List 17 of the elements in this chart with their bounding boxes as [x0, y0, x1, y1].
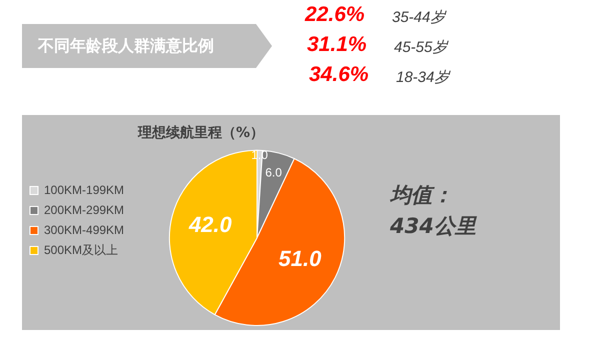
text: 均值： [390, 182, 454, 209]
data-label: 6.0 [265, 166, 282, 180]
legend-label: 100KM-199KM [44, 182, 124, 197]
text: 434公里 [390, 213, 476, 240]
text: 不同年龄段人群满意比例 [22, 24, 272, 68]
legend-label: 200KM-299KM [44, 202, 124, 217]
text: 34.6% [309, 63, 369, 87]
legend-label: 300KM-499KM [44, 222, 124, 237]
text: 35-44岁 [392, 8, 446, 27]
data-label: 51.0 [278, 246, 322, 271]
chart-title: 理想续航里程（%） [136, 124, 264, 142]
legend-label: 500KM及以上 [44, 242, 118, 257]
text: 18-34岁 [396, 68, 450, 87]
data-label: 42.0 [188, 212, 233, 237]
text: 31.1% [307, 33, 367, 57]
text: 22.6% [305, 3, 365, 27]
text: 45-55岁 [394, 38, 448, 57]
